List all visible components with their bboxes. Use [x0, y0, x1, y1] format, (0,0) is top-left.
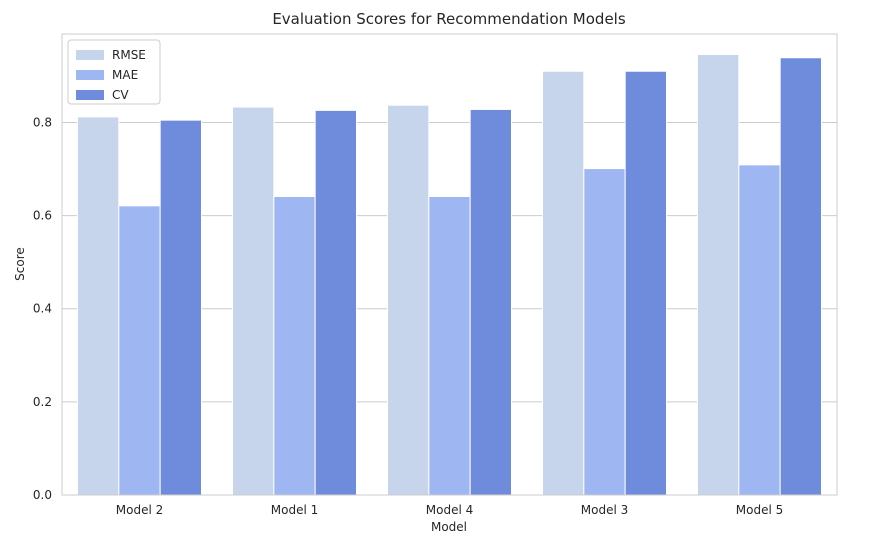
bar-cv-model-1 — [314, 109, 357, 496]
x-tick-label: Model 3 — [581, 503, 628, 517]
bar-cv-model-3 — [624, 70, 668, 496]
plot-frame — [61, 33, 838, 496]
bar-rmse-model-4 — [387, 104, 430, 496]
bar-cv-model-4 — [469, 108, 512, 496]
x-tick-labels: Model 2 Model 1 Model 4 Model 3 Model 5 — [116, 503, 783, 517]
bar-cv-model-2 — [159, 119, 203, 496]
y-tick-label: 0.6 — [33, 209, 52, 223]
x-axis-label: Model — [431, 520, 467, 534]
bars — [77, 53, 823, 496]
legend-label-mae: MAE — [112, 68, 138, 82]
legend-label-cv: CV — [112, 88, 129, 102]
y-tick-label: 0.4 — [33, 302, 52, 316]
bar-mae-model-5 — [738, 164, 781, 496]
legend-label-rmse: RMSE — [112, 48, 146, 62]
bar-mae-model-3 — [583, 168, 626, 496]
y-tick-label: 0.0 — [33, 488, 52, 502]
y-tick-labels: 0.0 0.2 0.4 0.6 0.8 — [33, 115, 52, 502]
bar-cv-model-5 — [779, 57, 823, 496]
bar-rmse-model-5 — [697, 53, 740, 496]
bar-mae-model-1 — [273, 196, 316, 496]
bar-mae-model-4 — [428, 196, 471, 496]
y-tick-label: 0.8 — [33, 115, 52, 129]
x-tick-label: Model 1 — [271, 503, 318, 517]
bar-rmse-model-3 — [542, 70, 585, 496]
x-tick-label: Model 4 — [426, 503, 473, 517]
x-tick-label: Model 2 — [116, 503, 163, 517]
bar-rmse-model-1 — [232, 106, 275, 496]
x-tick-label: Model 5 — [736, 503, 783, 517]
legend-swatch-rmse — [76, 50, 104, 60]
y-tick-label: 0.2 — [33, 395, 52, 409]
chart-title: Evaluation Scores for Recommendation Mod… — [272, 10, 626, 28]
legend: RMSE MAE CV — [67, 39, 161, 105]
bar-rmse-model-2 — [77, 116, 120, 496]
y-axis-label: Score — [13, 247, 27, 281]
legend-swatch-cv — [76, 90, 104, 100]
bar-mae-model-2 — [118, 205, 161, 496]
legend-swatch-mae — [76, 70, 104, 80]
